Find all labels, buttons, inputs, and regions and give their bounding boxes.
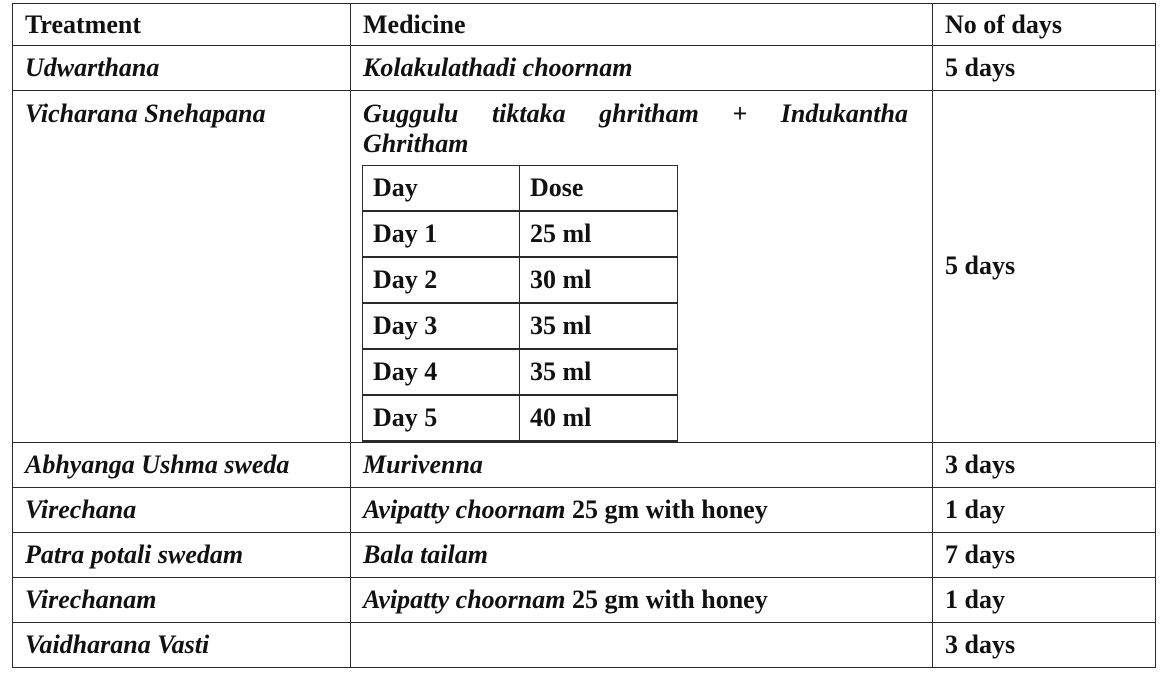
dose-day: Day 3 bbox=[362, 302, 520, 350]
table-row: Udwarthana Kolakulathadi choornam 5 days bbox=[12, 45, 1156, 91]
treatment-cell: Patra potali swedam bbox=[12, 531, 351, 578]
medicine-cell bbox=[350, 621, 933, 668]
dose-table: Day Dose Day 1 25 ml Day 2 30 ml Day 3 3… bbox=[362, 164, 678, 442]
treatment-cell: Virechanam bbox=[12, 576, 351, 623]
table-row: Vicharana Snehapana Guggulu tiktaka ghri… bbox=[12, 90, 1156, 443]
treatment-cell: Virechana bbox=[12, 486, 351, 533]
header-days: No of days bbox=[932, 3, 1156, 46]
days-cell: 1 day bbox=[932, 576, 1156, 623]
medicine-word: tiktaka bbox=[491, 99, 566, 128]
medicine-word: + bbox=[732, 99, 748, 128]
treatment-table: Treatment Medicine No of days Udwarthana… bbox=[12, 3, 1156, 668]
dose-amount: 35 ml bbox=[519, 302, 678, 350]
dose-amount: 30 ml bbox=[519, 256, 678, 304]
medicine-cell: Guggulu tiktaka ghritham + Indukantha Gh… bbox=[350, 90, 933, 443]
table-row: Patra potali swedam Bala tailam 7 days bbox=[12, 531, 1156, 578]
days-cell: 7 days bbox=[932, 531, 1156, 578]
dose-row: Day 2 30 ml bbox=[362, 256, 678, 304]
days-cell: 3 days bbox=[932, 441, 1156, 488]
medicine-line-2: Ghritham bbox=[363, 128, 469, 158]
dose-row: Day 3 35 ml bbox=[362, 302, 678, 350]
days-cell: 1 day bbox=[932, 486, 1156, 533]
medicine-word: Guggulu bbox=[363, 99, 459, 128]
medicine-name: Avipatty choornam bbox=[363, 584, 566, 614]
table-row: Vaidharana Vasti 3 days bbox=[12, 621, 1156, 668]
dose-day: Day 1 bbox=[362, 210, 520, 258]
table-row: Virechana Avipatty choornam 25 gm with h… bbox=[12, 486, 1156, 533]
dose-row: Day 4 35 ml bbox=[362, 348, 678, 396]
medicine-cell: Avipatty choornam 25 gm with honey bbox=[350, 486, 933, 533]
table-row: Virechanam Avipatty choornam 25 gm with … bbox=[12, 576, 1156, 623]
dose-day: Day 2 bbox=[362, 256, 520, 304]
dose-row: Day 1 25 ml bbox=[362, 210, 678, 258]
treatment-cell: Udwarthana bbox=[12, 45, 351, 91]
medicine-cell: Bala tailam bbox=[350, 531, 933, 578]
table-row: Abhyanga Ushma sweda Murivenna 3 days bbox=[12, 441, 1156, 488]
medicine-line-1: Guggulu tiktaka ghritham + Indukantha bbox=[363, 99, 908, 129]
header-treatment: Treatment bbox=[12, 3, 351, 46]
dose-amount: 35 ml bbox=[519, 348, 678, 396]
dose-day: Day 4 bbox=[362, 348, 520, 396]
medicine-word: ghritham bbox=[599, 99, 699, 128]
treatment-cell: Abhyanga Ushma sweda bbox=[12, 441, 351, 488]
medicine-word: Indukantha bbox=[780, 99, 908, 128]
days-cell: 3 days bbox=[932, 621, 1156, 668]
days-cell: 5 days bbox=[932, 45, 1156, 91]
dose-header-day: Day bbox=[362, 164, 520, 212]
dose-amount: 40 ml bbox=[519, 394, 678, 442]
header-row: Treatment Medicine No of days bbox=[12, 3, 1156, 46]
medicine-cell: Kolakulathadi choornam bbox=[350, 45, 933, 91]
medicine-dose: 25 gm with honey bbox=[565, 584, 768, 614]
dose-row: Day 5 40 ml bbox=[362, 394, 678, 442]
medicine-cell: Murivenna bbox=[350, 441, 933, 488]
days-cell: 5 days bbox=[932, 90, 1156, 443]
medicine-dose: 25 gm with honey bbox=[565, 494, 768, 524]
medicine-cell: Avipatty choornam 25 gm with honey bbox=[350, 576, 933, 623]
dose-header-row: Day Dose bbox=[362, 164, 678, 212]
dose-day: Day 5 bbox=[362, 394, 520, 442]
header-medicine: Medicine bbox=[350, 3, 933, 46]
dose-amount: 25 ml bbox=[519, 210, 678, 258]
medicine-name: Avipatty choornam bbox=[363, 494, 566, 524]
medicine-description: Guggulu tiktaka ghritham + Indukantha Gh… bbox=[363, 99, 920, 159]
treatment-cell: Vicharana Snehapana bbox=[12, 90, 351, 443]
treatment-cell: Vaidharana Vasti bbox=[12, 621, 351, 668]
dose-header-dose: Dose bbox=[519, 164, 678, 212]
